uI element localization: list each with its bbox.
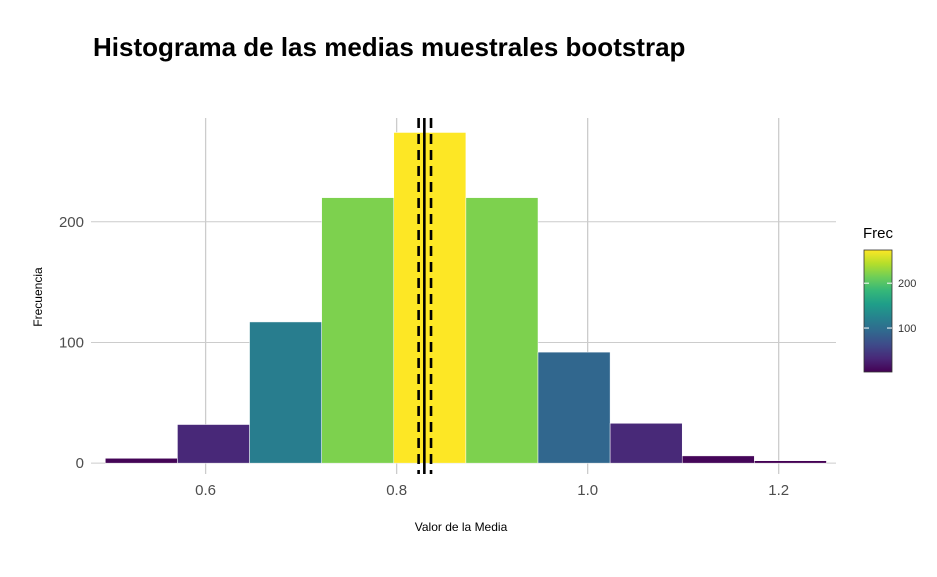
chart-title: Histograma de las medias muestrales boot… xyxy=(93,32,685,62)
y-tick-label: 200 xyxy=(59,214,84,231)
legend-tick-label: 200 xyxy=(898,278,916,290)
histogram-bars xyxy=(105,132,827,464)
x-axis-title: Valor de la Media xyxy=(415,520,508,534)
reference-lines xyxy=(417,118,433,474)
histogram-bar-5 xyxy=(465,197,539,464)
y-axis-ticks: 0 100 200 xyxy=(59,214,84,472)
x-tick-label: 1.2 xyxy=(768,482,789,499)
histogram-bar-3 xyxy=(321,197,395,464)
y-tick-label: 0 xyxy=(76,455,84,472)
histogram-bar-1 xyxy=(177,424,250,464)
x-tick-label: 0.8 xyxy=(386,482,407,499)
y-axis-title: Frecuencia xyxy=(31,267,45,327)
x-tick-label: 0.6 xyxy=(195,482,216,499)
legend-title: Frec xyxy=(863,225,894,242)
x-tick-label: 1.0 xyxy=(577,482,598,499)
legend-ticks: 100 200 xyxy=(864,278,916,335)
legend: Frec 100 200 xyxy=(863,225,916,373)
y-tick-label: 100 xyxy=(59,334,84,351)
x-axis-ticks: 0.6 0.8 1.0 1.2 xyxy=(195,482,789,499)
histogram-bar-2 xyxy=(249,321,322,464)
legend-tick-label: 100 xyxy=(898,323,916,335)
histogram-bar-7 xyxy=(609,423,683,464)
histogram-bar-8 xyxy=(681,455,755,464)
histogram-bar-9 xyxy=(754,460,827,464)
legend-colorbar xyxy=(863,249,893,373)
histogram-bar-6 xyxy=(537,351,611,464)
histogram-bar-0 xyxy=(105,458,178,464)
